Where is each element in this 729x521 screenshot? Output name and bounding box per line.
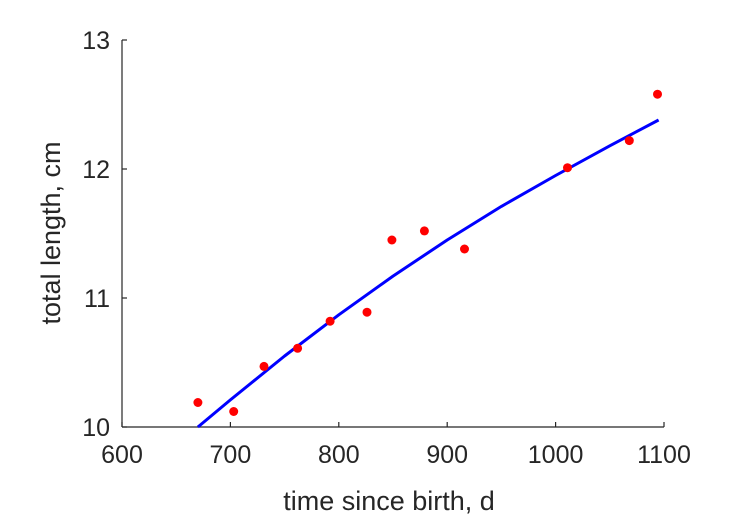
x-tick-label: 1000	[528, 441, 584, 469]
x-tick-label: 1100	[637, 441, 691, 469]
x-tick-label: 600	[101, 441, 143, 469]
data-point	[563, 163, 572, 173]
x-tick-label: 900	[426, 441, 468, 469]
x-tick-label: 800	[318, 441, 360, 469]
fit-line	[196, 118, 660, 429]
data-point	[624, 136, 634, 146]
x-axis-label: time since birth, d	[283, 486, 495, 516]
data-point	[419, 226, 429, 236]
x-tick-label: 700	[210, 441, 252, 469]
data-point	[193, 398, 203, 407]
y-tick-label: 10	[82, 414, 110, 442]
y-tick-label: 13	[82, 27, 110, 55]
tick-labels: 600 700 800 900 1000 1100 10 11 12 13	[82, 27, 691, 469]
axes	[121, 39, 665, 428]
y-tick-label: 11	[84, 285, 110, 313]
y-axis-label: total length, cm	[36, 141, 66, 324]
data-point	[460, 244, 469, 254]
data-point	[293, 343, 303, 353]
data-point	[229, 407, 239, 416]
data-point	[325, 316, 335, 326]
data-points-layer	[193, 89, 662, 416]
data-point	[362, 307, 372, 317]
data-point	[387, 235, 397, 245]
fit-curve-layer	[196, 118, 660, 429]
data-point	[653, 89, 662, 99]
data-point	[259, 361, 269, 371]
y-tick-label: 12	[82, 156, 110, 184]
